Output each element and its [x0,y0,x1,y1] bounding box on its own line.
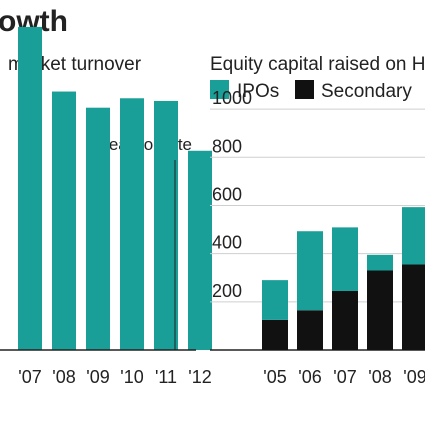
right-chart-title: Equity capital raised on HK [210,54,425,75]
ipo-bar [402,207,425,265]
left-x-label: '12 [188,367,211,387]
ytd-annotation: Year-to-date [99,135,192,154]
right-x-label: '05 [263,367,286,387]
right-x-label: '07 [333,367,356,387]
ipo-bar [367,254,393,271]
legend-swatch-ipos [210,80,229,99]
turnover-bar [154,100,178,350]
ipo-bar [262,280,288,320]
left-x-label: '09 [86,367,109,387]
secondary-bar [402,264,425,350]
turnover-bar [188,150,212,350]
y-tick-label: 200 [212,281,242,301]
turnover-bar [18,26,42,351]
left-x-label: '10 [120,367,143,387]
y-tick-label: 400 [212,233,242,253]
left-x-label: '11 [155,367,177,387]
ipo-bar [332,227,358,291]
turnover-bar [52,91,76,351]
y-tick-label: 1000 [212,88,252,108]
secondary-bar [332,290,358,350]
turnover-bar [86,107,110,350]
legend-swatch-secondary [295,80,314,99]
y-tick-label: 600 [212,184,242,204]
secondary-bar [297,310,323,350]
left-x-label: '07 [18,367,41,387]
right-x-label: '09 [403,367,425,387]
legend-label-ipos: IPOs [237,81,279,102]
right-x-label: '08 [368,367,391,387]
legend-label-secondary: Secondary [321,81,412,102]
ipo-bar [297,231,323,311]
secondary-bar [367,270,393,350]
secondary-bar [262,319,288,350]
right-x-label: '06 [298,367,321,387]
y-tick-label: 800 [212,136,242,156]
turnover-bar [120,98,144,351]
left-x-label: '08 [52,367,75,387]
